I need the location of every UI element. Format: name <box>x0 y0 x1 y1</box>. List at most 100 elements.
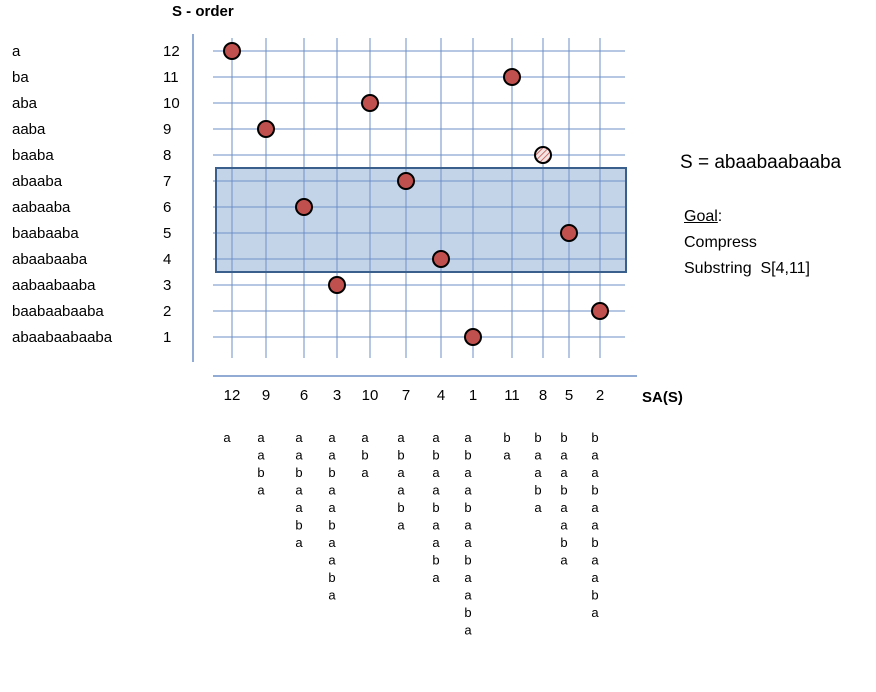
column-suffix-char: a <box>257 483 265 498</box>
column-suffix-char: b <box>328 518 335 533</box>
column-suffix-char: a <box>397 430 405 445</box>
column-suffix-char: b <box>432 500 439 515</box>
column-suffix-char: b <box>397 500 404 515</box>
goal-colon: : <box>717 208 723 225</box>
goal-block: Goal: Compress Substring S[4,11] <box>684 204 810 282</box>
row-rank-label: 12 <box>163 43 180 60</box>
column-suffix-char: a <box>295 500 303 515</box>
column-suffix-char: b <box>503 430 510 445</box>
column-suffix-char: a <box>328 500 336 515</box>
data-point <box>223 42 241 60</box>
column-suffix-char: a <box>560 448 568 463</box>
y-axis-title: S - order <box>172 3 234 20</box>
column-suffix-char: b <box>257 465 264 480</box>
column-suffix-char: b <box>591 588 598 603</box>
column-suffix-char: a <box>432 483 440 498</box>
highlight-band-border <box>215 167 627 273</box>
goal-heading: Goal <box>684 208 718 225</box>
column-suffix-char: a <box>432 465 440 480</box>
column-suffix-char: a <box>397 465 405 480</box>
row-suffix-label: ba <box>12 69 29 86</box>
column-suffix-char: b <box>560 430 567 445</box>
row-suffix-label: baaba <box>12 147 54 164</box>
row-rank-label: 3 <box>163 277 171 294</box>
row-suffix-label: aabaaba <box>12 199 71 216</box>
column-suffix-char: a <box>503 448 511 463</box>
row-suffix-label: baabaabaaba <box>12 303 104 320</box>
column-suffix-char: a <box>591 570 599 585</box>
column-sa-label: 1 <box>469 387 477 404</box>
column-suffix-char: b <box>534 483 541 498</box>
data-point <box>361 94 379 112</box>
column-suffix-char: a <box>591 553 599 568</box>
column-suffix-char: a <box>464 623 472 638</box>
column-sa-label: 12 <box>224 387 241 404</box>
column-suffix-char: a <box>295 483 303 498</box>
column-sa-label: 10 <box>362 387 379 404</box>
column-suffix-char: a <box>591 605 599 620</box>
column-suffix-char: a <box>257 430 265 445</box>
string-label: S = abaabaabaaba <box>680 152 842 173</box>
column-suffix-char: b <box>464 605 471 620</box>
column-suffix-char: a <box>361 465 369 480</box>
column-suffix-char: b <box>591 535 598 550</box>
column-suffix-char: a <box>223 430 231 445</box>
column-suffix-char: a <box>432 518 440 533</box>
column-suffix-char: b <box>560 535 567 550</box>
column-suffix-char: a <box>464 465 472 480</box>
data-point <box>432 250 450 268</box>
column-suffix-char: a <box>534 465 542 480</box>
column-sa-label: 7 <box>402 387 410 404</box>
column-suffix-char: a <box>560 465 568 480</box>
column-suffix-char: a <box>591 518 599 533</box>
column-sa-label: 5 <box>565 387 573 404</box>
row-rank-label: 10 <box>163 95 180 112</box>
data-point <box>295 198 313 216</box>
column-suffix-char: b <box>560 483 567 498</box>
column-suffix-char: a <box>328 535 336 550</box>
column-suffix-char: b <box>464 500 471 515</box>
column-suffix-char: a <box>464 570 472 585</box>
column-suffix-char: a <box>328 483 336 498</box>
row-suffix-label: abaabaaba <box>12 251 88 268</box>
column-suffix-char: a <box>257 448 265 463</box>
highlight-band <box>216 168 626 272</box>
column-suffix-char: b <box>328 465 335 480</box>
row-rank-label: 1 <box>163 329 171 346</box>
column-sa-label: 8 <box>539 387 547 404</box>
column-suffix-char: a <box>432 430 440 445</box>
column-sa-label: 3 <box>333 387 341 404</box>
column-sa-label: 9 <box>262 387 270 404</box>
column-suffix-char: a <box>295 535 303 550</box>
row-suffix-label: aabaabaaba <box>12 277 96 294</box>
row-rank-label: 4 <box>163 251 171 268</box>
row-suffix-label: abaabaabaaba <box>12 329 113 346</box>
column-sa-label: 2 <box>596 387 604 404</box>
column-suffix-char: a <box>560 518 568 533</box>
row-suffix-label: baabaaba <box>12 225 79 242</box>
data-point <box>464 328 482 346</box>
row-rank-label: 11 <box>163 69 179 86</box>
column-suffix-char: a <box>295 448 303 463</box>
column-suffix-char: a <box>328 553 336 568</box>
data-point <box>257 120 275 138</box>
column-suffix-char: b <box>295 518 302 533</box>
row-suffix-label: a <box>12 43 21 60</box>
column-suffix-char: a <box>591 465 599 480</box>
column-suffix-char: b <box>534 430 541 445</box>
column-suffix-char: a <box>464 518 472 533</box>
column-suffix-char: b <box>397 448 404 463</box>
column-suffix-char: b <box>464 448 471 463</box>
goal-heading-line: Goal: <box>684 204 810 230</box>
column-sa-label: 4 <box>437 387 445 404</box>
column-suffix-char: a <box>464 430 472 445</box>
column-suffix-char: a <box>464 535 472 550</box>
column-suffix-char: a <box>295 430 303 445</box>
row-suffix-label: abaaba <box>12 173 63 190</box>
column-suffix-char: a <box>328 448 336 463</box>
column-suffix-char: a <box>397 483 405 498</box>
row-rank-label: 7 <box>163 173 171 190</box>
column-suffix-char: b <box>328 570 335 585</box>
column-suffix-char: a <box>534 448 542 463</box>
data-point <box>397 172 415 190</box>
